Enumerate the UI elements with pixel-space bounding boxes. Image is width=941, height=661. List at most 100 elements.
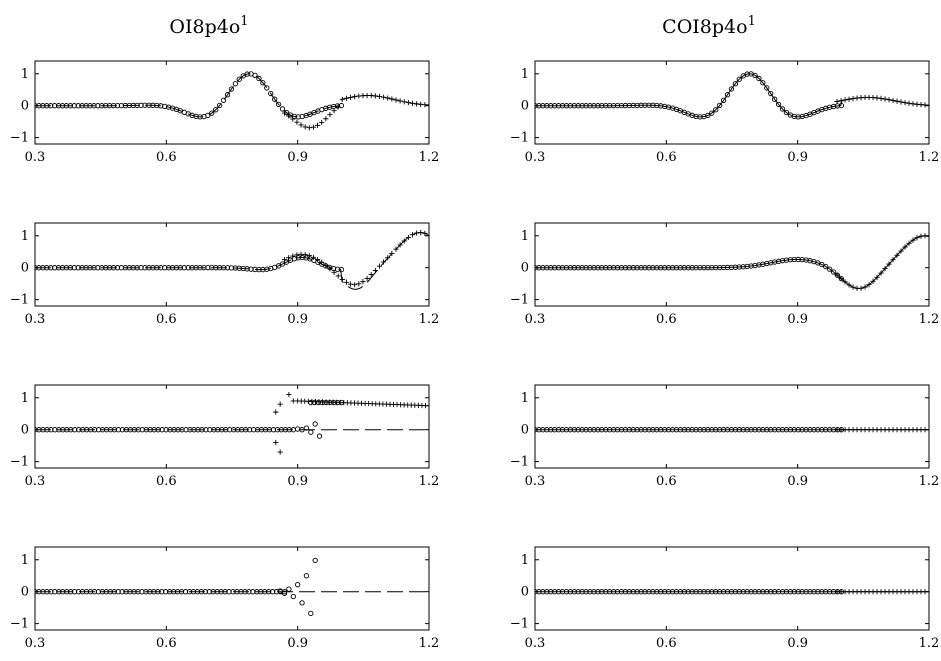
series-plus-marker bbox=[376, 263, 383, 269]
series-circle-marker bbox=[740, 427, 746, 433]
series-circle-marker bbox=[658, 427, 664, 433]
series-circle-marker bbox=[591, 103, 597, 109]
series-circle-marker bbox=[567, 589, 574, 595]
series-circle-marker bbox=[709, 265, 715, 271]
series-plus-marker bbox=[380, 259, 387, 265]
series-circle-marker bbox=[181, 265, 187, 271]
y-tick-label: 0 bbox=[21, 423, 29, 438]
series-circle-marker bbox=[677, 589, 684, 595]
x-tick-label: 0.9 bbox=[787, 636, 808, 651]
series-circle-marker bbox=[555, 589, 562, 595]
series-circle-marker bbox=[646, 589, 652, 595]
series-circle-marker bbox=[205, 112, 211, 119]
series-circle-marker bbox=[638, 427, 644, 433]
series-circle-marker bbox=[697, 114, 703, 120]
series-circle-marker bbox=[823, 589, 829, 595]
x-tick-label: 0.6 bbox=[656, 312, 677, 327]
series-plus-marker bbox=[364, 275, 370, 282]
series-circle-marker bbox=[630, 427, 636, 433]
series-circle-marker bbox=[197, 114, 203, 120]
series-circle-marker bbox=[720, 589, 727, 595]
series-plus-marker bbox=[273, 439, 279, 446]
series-plus-marker bbox=[906, 240, 912, 246]
series-plus-marker bbox=[327, 266, 333, 272]
series-circle-marker bbox=[59, 103, 66, 109]
series-circle-marker bbox=[783, 109, 790, 116]
plot-area bbox=[35, 391, 429, 455]
x-tick-label: 0.9 bbox=[787, 150, 808, 165]
series-circle-marker bbox=[772, 96, 778, 102]
series-circle-marker bbox=[693, 589, 699, 595]
series-circle-marker bbox=[599, 427, 605, 433]
series-circle-marker bbox=[106, 265, 113, 271]
series-circle-marker bbox=[779, 106, 786, 112]
series-circle-marker bbox=[544, 265, 550, 271]
series-plus-marker bbox=[290, 398, 296, 404]
series-circle-marker bbox=[138, 102, 144, 108]
series-circle-marker bbox=[748, 589, 754, 595]
series-circle-marker bbox=[599, 265, 605, 271]
series-plus-marker bbox=[286, 391, 292, 398]
series-plus-marker bbox=[926, 233, 929, 240]
series-circle-marker bbox=[567, 103, 574, 109]
series-circle-marker bbox=[579, 265, 585, 271]
x-tick-label: 0.9 bbox=[787, 474, 808, 489]
series-circle-marker bbox=[709, 589, 715, 595]
series-circle-marker bbox=[256, 75, 262, 82]
series-circle-marker bbox=[575, 427, 581, 433]
series-circle-marker bbox=[591, 589, 597, 595]
series-circle-marker bbox=[669, 589, 676, 595]
series-circle-marker bbox=[646, 265, 652, 271]
series-circle-marker bbox=[717, 589, 723, 595]
series-plus-marker bbox=[834, 98, 840, 105]
series-circle-marker bbox=[103, 103, 109, 109]
series-plus-marker bbox=[918, 233, 924, 239]
series-circle-marker bbox=[736, 427, 742, 433]
series-circle-marker bbox=[587, 589, 593, 595]
series-circle-marker bbox=[91, 265, 97, 271]
series-circle-marker bbox=[614, 102, 621, 109]
series-circle-marker bbox=[693, 427, 699, 433]
series-plus-marker bbox=[426, 232, 429, 238]
series-plus-marker bbox=[389, 250, 395, 257]
y-tick-label: −1 bbox=[10, 293, 29, 308]
series-circle-marker bbox=[756, 589, 762, 595]
series-circle-marker bbox=[614, 589, 621, 595]
y-tick-label: 0 bbox=[21, 99, 29, 114]
series-circle-marker bbox=[768, 589, 774, 595]
series-circle-marker bbox=[705, 589, 711, 595]
series-circle-marker bbox=[642, 102, 648, 108]
series-circle-marker bbox=[630, 265, 636, 271]
series-circle-marker bbox=[312, 421, 318, 427]
series-circle-marker bbox=[823, 427, 829, 433]
series-circle-marker bbox=[535, 265, 538, 271]
series-circle-marker bbox=[646, 427, 652, 433]
series-circle-marker bbox=[55, 103, 62, 109]
series-circle-marker bbox=[654, 427, 660, 433]
series-circle-marker bbox=[295, 426, 301, 432]
series-circle-marker bbox=[142, 102, 148, 108]
x-tick-label: 0.9 bbox=[287, 636, 308, 651]
series-circle-marker bbox=[756, 427, 762, 433]
series-circle-marker bbox=[720, 97, 727, 103]
series-circle-marker bbox=[744, 589, 750, 595]
series-circle-marker bbox=[106, 103, 113, 109]
series-circle-marker bbox=[830, 269, 837, 275]
y-tick-label: 0 bbox=[21, 261, 29, 276]
series-circle-marker bbox=[228, 86, 235, 92]
series-circle-marker bbox=[744, 71, 750, 77]
series-circle-marker bbox=[724, 264, 731, 271]
series-circle-marker bbox=[209, 265, 215, 271]
series-circle-marker bbox=[260, 80, 266, 86]
series-plus-marker bbox=[323, 116, 329, 122]
series-circle-marker bbox=[268, 90, 274, 97]
series-circle-marker bbox=[799, 589, 805, 595]
x-tick-label: 0.3 bbox=[25, 312, 46, 327]
series-plus-marker bbox=[902, 244, 908, 250]
series-circle-marker bbox=[795, 256, 801, 263]
series-circle-marker bbox=[823, 263, 829, 270]
series-plus-marker bbox=[878, 95, 884, 101]
series-circle-marker bbox=[732, 589, 739, 595]
series-circle-marker bbox=[63, 265, 70, 271]
series-circle-marker bbox=[555, 427, 562, 433]
